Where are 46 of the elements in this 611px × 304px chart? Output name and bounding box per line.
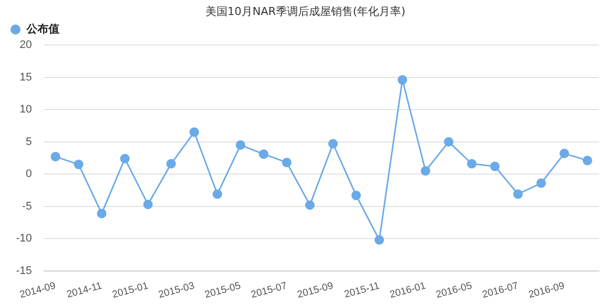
x-tick-label: 2015-05 xyxy=(204,280,242,301)
point xyxy=(282,158,292,168)
point xyxy=(374,235,384,245)
point xyxy=(166,159,176,169)
x-tick-label: 2014-11 xyxy=(66,280,104,301)
x-tick-label: 2016-01 xyxy=(388,280,428,301)
point xyxy=(258,149,268,159)
x-tick-label: 2015-01 xyxy=(111,280,150,301)
point xyxy=(212,189,222,199)
point xyxy=(582,156,592,166)
point xyxy=(560,148,570,158)
legend-label: 公布值 xyxy=(26,22,60,36)
x-tick-label: 2016-07 xyxy=(481,280,520,301)
y-tick-label: 0 xyxy=(26,168,32,180)
x-tick-label: 2015-11 xyxy=(343,280,382,301)
point xyxy=(420,166,430,176)
x-tick-label: 2014-09 xyxy=(18,280,58,301)
y-tick-label: -15 xyxy=(16,264,32,277)
point xyxy=(444,137,454,147)
x-tick-label: 2015-07 xyxy=(250,280,289,301)
y-tick-label: 5 xyxy=(26,136,32,148)
x-tick-label: 2015-09 xyxy=(296,280,335,301)
y-tick-label: 15 xyxy=(20,71,32,84)
y-tick-label: -5 xyxy=(22,200,32,212)
point xyxy=(513,189,523,199)
point xyxy=(74,160,84,170)
point xyxy=(50,152,60,162)
point xyxy=(536,178,546,188)
point xyxy=(351,190,361,200)
point xyxy=(398,75,408,85)
point xyxy=(96,208,106,218)
chart-title: 美国10月NAR季调后成屋销售(年化月率) xyxy=(204,4,406,19)
point xyxy=(490,162,500,172)
point xyxy=(305,200,315,210)
point xyxy=(236,140,246,150)
point xyxy=(189,127,199,137)
y-tick-label: -10 xyxy=(16,232,32,245)
point xyxy=(467,159,477,169)
x-tick-label: 2016-05 xyxy=(434,280,474,301)
point xyxy=(120,154,130,164)
x-tick-label: 2015-03 xyxy=(157,280,196,301)
x-tick-label: 2016-09 xyxy=(527,280,566,301)
point xyxy=(143,200,153,210)
y-tick-label: 20 xyxy=(20,39,32,52)
point xyxy=(328,139,338,149)
y-tick-label: 10 xyxy=(20,104,32,116)
